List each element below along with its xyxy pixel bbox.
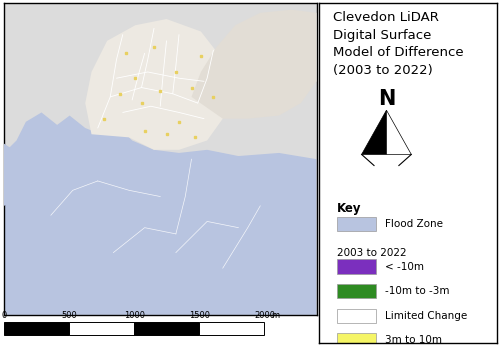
Text: 3m to 10m: 3m to 10m [384,335,442,345]
Bar [200,322,264,336]
Bar [337,284,376,298]
Text: 500: 500 [61,311,77,320]
Polygon shape [362,110,386,154]
Bar [134,322,200,336]
Polygon shape [4,144,20,206]
Bar [337,217,376,231]
Text: 1500: 1500 [189,311,210,320]
Polygon shape [192,10,316,119]
Bar [337,309,376,323]
Text: < -10m: < -10m [384,262,424,272]
Text: Flood Zone: Flood Zone [384,219,442,229]
Bar [337,333,376,346]
Text: 1000: 1000 [124,311,144,320]
Bar [69,322,134,336]
Text: Key: Key [337,202,361,215]
Text: 2000: 2000 [254,311,275,320]
Text: -10m to -3m: -10m to -3m [384,286,449,296]
Text: 2003 to 2022: 2003 to 2022 [337,248,406,258]
Polygon shape [386,110,411,154]
Bar [337,260,376,274]
Polygon shape [85,19,232,150]
Text: N: N [378,89,395,109]
Bar [4,322,69,336]
Text: 0: 0 [2,311,6,320]
Text: m: m [272,311,280,320]
Polygon shape [4,112,316,315]
Text: Limited Change: Limited Change [384,311,467,321]
Text: Clevedon LiDAR
Digital Surface
Model of Difference
(2003 to 2022): Clevedon LiDAR Digital Surface Model of … [333,11,464,77]
